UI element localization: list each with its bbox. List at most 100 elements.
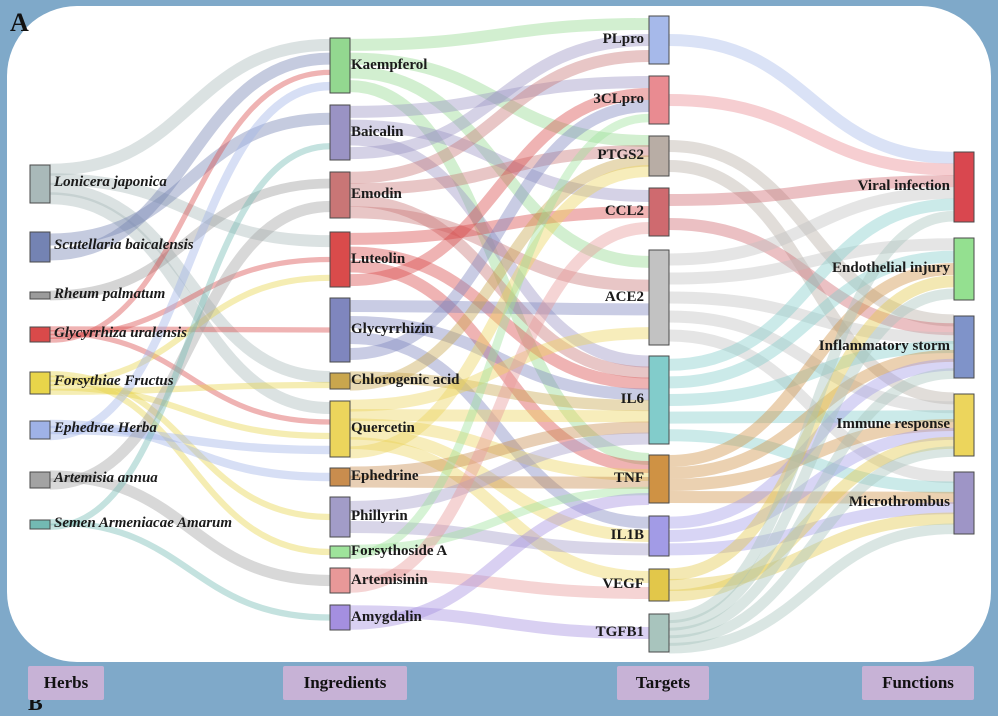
diagram-panel [7, 6, 991, 662]
link-t6-f3 [668, 341, 955, 406]
node-ingredients-6 [329, 372, 351, 390]
link-t8-f5 [668, 502, 955, 556]
node-targets-6 [648, 355, 670, 445]
link-t10-f5 [668, 523, 955, 654]
node-ingredients-4 [329, 231, 351, 288]
link-t8-f3 [668, 358, 955, 529]
function-label: Microthrombus [848, 494, 950, 510]
link-t5-f5 [668, 329, 955, 484]
node-ingredients-1 [329, 37, 351, 94]
link-i8-t7 [349, 475, 650, 489]
link-i12-t7 [349, 493, 650, 630]
ingredient-label: Quercetin [351, 420, 415, 436]
target-label: PTGS2 [597, 147, 644, 163]
link-t9-f2 [668, 275, 955, 581]
herb-label: Ephedrae Herba [54, 420, 157, 436]
link-t1-f1 [668, 34, 955, 164]
herb-label: Rheum palmatum [54, 285, 166, 302]
node-functions-2 [953, 237, 975, 301]
ingredient-label: Glycyrrhizin [351, 321, 434, 337]
target-label: TGFB1 [595, 624, 644, 640]
link-t6-f4 [668, 410, 955, 424]
link-i1-t7 [349, 80, 650, 465]
ingredient-label: Kaempferol [351, 56, 428, 73]
node-herbs-5 [29, 371, 51, 395]
node-targets-7 [648, 454, 670, 504]
node-ingredients-7 [329, 400, 351, 458]
target-label: VEGF [602, 576, 644, 592]
link-t3-f4 [668, 160, 955, 405]
link-i3-t6 [349, 194, 650, 379]
link-i4-t6 [349, 246, 650, 390]
link-h4-i7 [49, 329, 331, 425]
herb-label: Semen Armeniacae Amarum [54, 514, 233, 531]
link-t8-f4 [668, 427, 955, 542]
ingredient-label: Phillyrin [351, 508, 408, 524]
column-title-herbs: Herbs [28, 666, 104, 700]
node-herbs-8 [29, 519, 51, 530]
link-i4-t2 [349, 88, 650, 287]
column-title-targets: Targets [617, 666, 709, 700]
link-t6-f1 [668, 198, 955, 371]
link-i6-t3 [349, 155, 650, 391]
link-i9-t6 [349, 432, 650, 513]
link-t3-f3 [668, 140, 955, 327]
link-i4-t4 [349, 206, 650, 245]
node-herbs-4 [29, 326, 51, 343]
node-targets-5 [648, 249, 670, 346]
link-t10-f1 [668, 210, 955, 624]
link-i7-t8 [349, 427, 650, 542]
link-h4-i4 [49, 256, 331, 340]
link-t7-f2 [668, 263, 955, 467]
link-h5-i7 [49, 384, 331, 440]
herb-label: Glycyrrhiza uralensis [54, 324, 187, 341]
node-functions-4 [953, 393, 975, 457]
node-herbs-1 [29, 164, 51, 204]
link-h1-i1 [49, 38, 331, 176]
link-i1-t1 [349, 18, 650, 51]
link-t10-f4 [668, 446, 955, 646]
link-i5-t8 [349, 332, 650, 529]
link-h5-i6 [49, 381, 331, 395]
link-i2-t4 [349, 119, 650, 202]
link-h3-i3 [49, 178, 331, 301]
link-h7-i3 [49, 200, 331, 490]
link-h5-i9 [49, 371, 331, 521]
link-h4-i1 [49, 69, 331, 343]
column-title-functions: Functions [862, 666, 974, 700]
herb-label: Scutellaria baicalensis [54, 237, 194, 253]
ingredient-label: Amygdalin [351, 608, 422, 625]
link-t6-f2 [668, 250, 955, 389]
ingredient-label: Emodin [351, 186, 402, 202]
herb-label: Forsythiae Fructus [54, 373, 174, 389]
function-label: Inflammatory storm [818, 338, 950, 354]
node-herbs-6 [29, 420, 51, 440]
link-h5-i4 [49, 274, 331, 387]
ingredient-label: Baicalin [351, 123, 404, 140]
link-i3-t3 [349, 145, 650, 196]
link-i7-t6 [349, 409, 650, 423]
link-t7-f5 [668, 491, 955, 504]
herb-label: Lonicera japonica [54, 174, 167, 190]
link-i12-t10 [349, 605, 650, 639]
node-targets-10 [648, 613, 670, 653]
link-i8-t6 [349, 421, 650, 479]
link-t9-f5 [668, 512, 955, 591]
node-targets-3 [648, 135, 670, 177]
link-t4-f3 [668, 218, 955, 336]
link-t9-f4 [668, 436, 955, 602]
link-h6-i1 [49, 81, 331, 441]
link-i5-t2 [349, 100, 650, 360]
link-h1-i7 [49, 192, 331, 414]
node-ingredients-11 [329, 567, 351, 594]
link-t5-f3 [668, 291, 955, 345]
link-i10-t2 [349, 113, 650, 560]
ingredient-label: Luteolin [351, 250, 406, 267]
node-targets-8 [648, 515, 670, 557]
links-layer [49, 18, 955, 654]
link-h1-i6 [49, 182, 331, 383]
target-label: TNF [614, 470, 644, 486]
link-h2-i1 [49, 52, 331, 261]
node-functions-5 [953, 471, 975, 535]
link-i2-t1 [349, 34, 650, 160]
